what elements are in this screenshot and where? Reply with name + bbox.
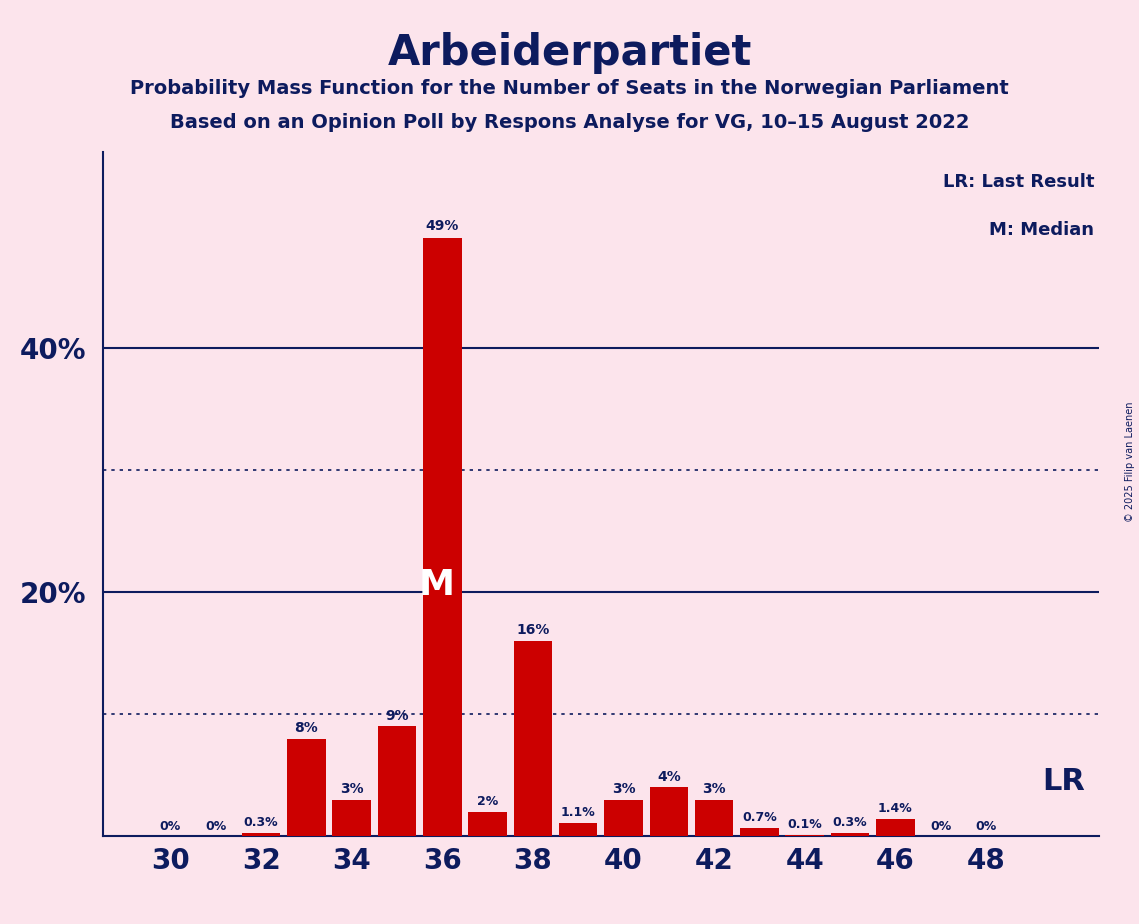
Text: 0.3%: 0.3% [833, 816, 867, 829]
Text: 1.1%: 1.1% [560, 806, 596, 820]
Text: 49%: 49% [426, 219, 459, 233]
Text: 0%: 0% [205, 821, 227, 833]
Bar [604, 799, 642, 836]
Text: 9%: 9% [385, 709, 409, 723]
Text: LR: LR [1042, 767, 1085, 796]
Text: 0.7%: 0.7% [741, 811, 777, 824]
Text: M: M [419, 568, 454, 602]
Bar [514, 641, 552, 836]
Text: LR: Last Result: LR: Last Result [943, 173, 1095, 191]
Bar [333, 799, 371, 836]
Bar [287, 738, 326, 836]
Text: 0%: 0% [975, 821, 997, 833]
Bar [559, 822, 598, 836]
Bar [241, 833, 280, 836]
Text: Based on an Opinion Poll by Respons Analyse for VG, 10–15 August 2022: Based on an Opinion Poll by Respons Anal… [170, 113, 969, 132]
Bar [423, 238, 461, 836]
Text: 0%: 0% [929, 821, 951, 833]
Bar [378, 726, 416, 836]
Text: 16%: 16% [516, 623, 549, 638]
Text: 0.1%: 0.1% [787, 819, 822, 832]
Bar [649, 787, 688, 836]
Text: 3%: 3% [612, 782, 636, 796]
Text: © 2025 Filip van Laenen: © 2025 Filip van Laenen [1125, 402, 1134, 522]
Text: Arbeiderpartiet: Arbeiderpartiet [387, 32, 752, 74]
Bar [695, 799, 734, 836]
Text: 4%: 4% [657, 770, 681, 784]
Text: Probability Mass Function for the Number of Seats in the Norwegian Parliament: Probability Mass Function for the Number… [130, 79, 1009, 98]
Text: 0.3%: 0.3% [244, 816, 278, 829]
Text: 3%: 3% [339, 782, 363, 796]
Text: 1.4%: 1.4% [878, 802, 912, 816]
Bar [468, 812, 507, 836]
Bar [830, 833, 869, 836]
Bar [876, 820, 915, 836]
Text: 0%: 0% [159, 821, 181, 833]
Text: 2%: 2% [477, 796, 498, 808]
Bar [740, 828, 779, 836]
Text: 8%: 8% [295, 721, 318, 735]
Bar [786, 835, 823, 836]
Text: 3%: 3% [703, 782, 726, 796]
Text: M: Median: M: Median [989, 221, 1095, 238]
